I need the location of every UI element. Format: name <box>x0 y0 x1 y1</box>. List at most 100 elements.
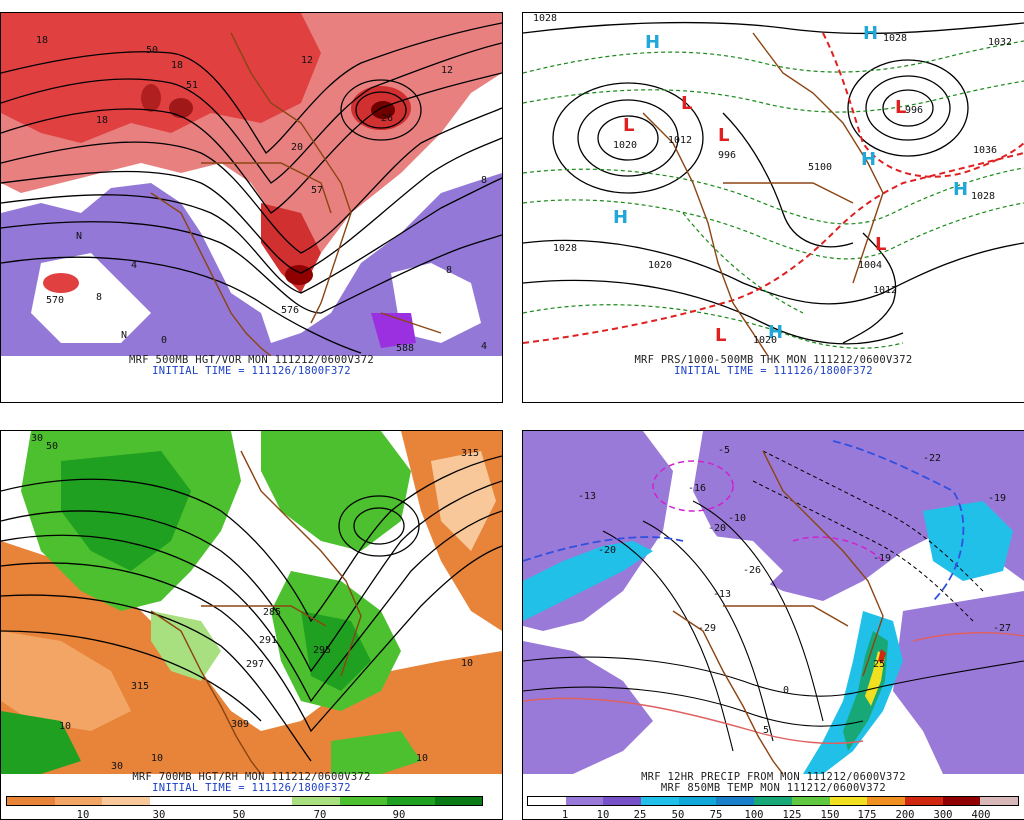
scale-swatch <box>197 797 245 805</box>
map-700mb-humidity: 30 50 315 309 297 285 295 291 10 10 30 1… <box>1 431 502 774</box>
high-pressure-marker: H <box>863 23 878 44</box>
isotherm-label: -20 <box>598 545 616 556</box>
panel-pressure-thickness: H H H H H H L L L L L L 1028 1020 1012 9… <box>522 12 1024 403</box>
caption-initial-time: INITIAL TIME = 111126/1800F372 <box>152 365 351 377</box>
contour-label: 8 <box>446 265 452 276</box>
caption-subtitle: MRF 850MB TEMP MON 111212/0600V372 <box>660 782 887 794</box>
isobar-label: 1012 <box>668 135 692 146</box>
scale-tick: 70 <box>313 809 327 820</box>
scale-swatch <box>102 797 150 805</box>
precip-color-scale: 1 10 25 50 75 100 125 150 175 200 300 40… <box>527 796 1019 820</box>
caption-initial-time: INITIAL TIME = 111126/1800F372 <box>674 365 873 377</box>
scale-tick: 300 <box>933 809 953 820</box>
isotherm-label: -29 <box>698 623 716 634</box>
isotherm-label: -13 <box>578 491 596 502</box>
scale-swatch <box>387 797 435 805</box>
contour-label: 18 <box>36 35 48 46</box>
scale-swatch <box>829 797 868 805</box>
scale-tick: 125 <box>782 809 802 820</box>
isobar-label: 1020 <box>753 335 777 346</box>
thickness-label: 5100 <box>808 162 832 173</box>
isobar-label: 1020 <box>613 140 637 151</box>
isobar-label: 1032 <box>988 37 1012 48</box>
contour-label: 315 <box>131 681 149 692</box>
isobar-label: 1020 <box>648 260 672 271</box>
low-pressure-marker: L <box>718 125 729 146</box>
scale-swatch <box>149 797 197 805</box>
contour-label: 30 <box>31 433 43 444</box>
contour-label: 309 <box>231 719 249 730</box>
scale-swatch <box>716 797 755 805</box>
scale-swatch <box>791 797 830 805</box>
contour-label: 26 <box>381 113 393 124</box>
scale-swatch <box>980 797 1018 805</box>
isobar-label: 996 <box>905 105 923 116</box>
contour-label: 30 <box>111 761 123 772</box>
scale-tick: 75 <box>709 809 723 820</box>
scale-tick: 100 <box>744 809 764 820</box>
isotherm-label: -19 <box>988 493 1006 504</box>
contour-label: 50 <box>146 45 158 56</box>
scale-swatch <box>434 797 482 805</box>
isotherm-label: 0 <box>783 685 789 696</box>
high-pressure-marker: H <box>613 207 628 228</box>
isotherm-label: -5 <box>718 445 730 456</box>
low-pressure-marker: L <box>895 97 906 118</box>
contour-label: N <box>76 231 82 242</box>
contour-label: 4 <box>481 341 487 352</box>
scale-tick: 50 <box>671 809 685 820</box>
high-pressure-marker: H <box>645 32 660 53</box>
contour-label: 12 <box>301 55 313 66</box>
contour-label: 10 <box>151 753 163 764</box>
scale-tick: 50 <box>232 809 246 820</box>
scale-swatch <box>867 797 905 805</box>
contour-label: 10 <box>59 721 71 732</box>
caption-title: MRF PRS/1000-500MB THK MON 111212/0600V3… <box>634 354 913 366</box>
scale-tick: 30 <box>152 809 166 820</box>
map-surface-pressure: H H H H H H L L L L L L 1028 1020 1012 9… <box>523 13 1024 356</box>
contour-label: 291 <box>259 635 277 646</box>
caption-title: MRF 700MB HGT/RH MON 111212/0600V372 <box>132 771 371 783</box>
caption-title: MRF 12HR PRECIP FROM MON 111212/0600V372 <box>641 771 906 783</box>
contour-label: 10 <box>461 658 473 669</box>
contour-label: 588 <box>396 343 414 354</box>
map-500mb-vorticity: 18 50 51 18 20 57 26 12 18 8 570 8 N 4 0… <box>1 13 502 356</box>
contour-label: 12 <box>441 65 453 76</box>
contour-label: 285 <box>263 607 281 618</box>
scale-tick: 175 <box>857 809 877 820</box>
isotherm-label: -26 <box>743 565 761 576</box>
isotherm-label: 5 <box>763 725 769 736</box>
scale-swatch <box>678 797 717 805</box>
panel-700mb-hgt-rh: 30 50 315 309 297 285 295 291 10 10 30 1… <box>0 430 503 820</box>
scale-swatch <box>7 797 55 805</box>
isotherm-label: -27 <box>993 623 1011 634</box>
isobar-label: 1028 <box>553 243 577 254</box>
low-pressure-marker: L <box>875 234 886 255</box>
high-pressure-marker: H <box>768 322 783 343</box>
isobar-label: 1012 <box>873 285 897 296</box>
isobar-label: 1004 <box>858 260 882 271</box>
isotherm-label: -22 <box>923 453 941 464</box>
contour-label: 50 <box>46 441 58 452</box>
low-pressure-marker: L <box>623 115 634 136</box>
map-precip-temperature: -13 -20 -16 -5 -10 -13 -26 -20 -29 -22 -… <box>523 431 1024 774</box>
isobar-label: 1028 <box>883 33 907 44</box>
panel-precip-850mb-temp: -13 -20 -16 -5 -10 -13 -26 -20 -29 -22 -… <box>522 430 1024 820</box>
contour-label: 8 <box>481 175 487 186</box>
scale-swatch <box>565 797 604 805</box>
high-pressure-marker: H <box>861 149 876 170</box>
isotherm-label: -16 <box>688 483 706 494</box>
isotherm-label: -19 <box>873 553 891 564</box>
isobar-label: 996 <box>718 150 736 161</box>
low-pressure-marker: L <box>681 93 692 114</box>
contour-label: 295 <box>313 645 331 656</box>
scale-swatch <box>528 797 566 805</box>
scale-swatch <box>603 797 642 805</box>
scale-tick: 150 <box>820 809 840 820</box>
scale-swatch <box>54 797 102 805</box>
contour-label: 4 <box>131 260 137 271</box>
contour-label: N <box>121 330 127 341</box>
scale-tick: 1 <box>561 809 569 820</box>
isobar-label: 1036 <box>973 145 997 156</box>
scale-tick: 10 <box>76 809 90 820</box>
